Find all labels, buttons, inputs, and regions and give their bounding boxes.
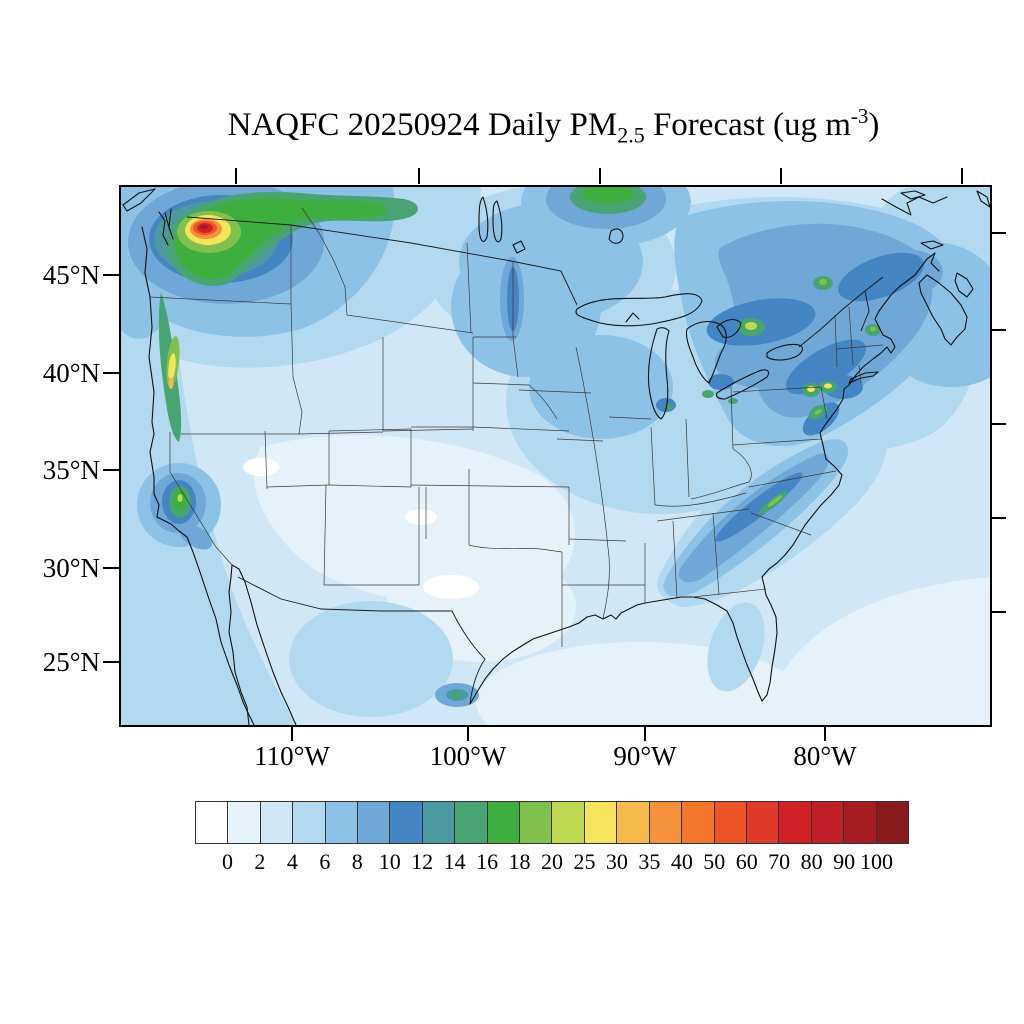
top-tick-1 [235, 168, 237, 184]
colorbar-cell [228, 802, 261, 843]
colorbar-cell [455, 802, 488, 843]
right-tick-1 [990, 232, 1006, 234]
colorbar-tick-label: 14 [443, 849, 466, 874]
colorbar-cell [682, 802, 715, 843]
plot-title: NAQFC 20250924 Daily PM2.5 Forecast (ug … [119, 104, 988, 149]
colorbar-cell [779, 802, 812, 843]
state-borders [149, 207, 884, 647]
lat-tick-35n [103, 469, 119, 471]
colorbar-tick-label: 10 [378, 849, 401, 874]
colorbar-cell [390, 802, 423, 843]
colorbar-cell [520, 802, 553, 843]
lon-tick-100w [467, 725, 469, 741]
right-tick-3 [990, 423, 1006, 425]
colorbar-cell [552, 802, 585, 843]
lon-tick-90w [644, 725, 646, 741]
colorbar-tick-label: 8 [351, 849, 363, 874]
colorbar-tick-label: 25 [573, 849, 596, 874]
pnw-smoke-hotspot [154, 191, 418, 286]
lon-tick-80w [824, 725, 826, 741]
colorbar-tick-label: 18 [508, 849, 531, 874]
colorbar-tick-label: 4 [286, 849, 298, 874]
colorbar [195, 801, 909, 844]
colorbar-tick-label: 6 [319, 849, 331, 874]
lat-tick-30n [103, 567, 119, 569]
colorbar-tick-label: 100 [860, 849, 894, 874]
title-middle: Forecast (ug m [644, 107, 851, 143]
map-frame [119, 185, 992, 727]
colorbar-tick-label: 60 [735, 849, 758, 874]
lon-tick-110w [291, 725, 293, 741]
title-subscript: 2.5 [617, 122, 645, 148]
right-tick-5 [990, 611, 1006, 613]
right-tick-2 [990, 329, 1006, 331]
colorbar-tick-label: 0 [221, 849, 233, 874]
colorbar-labels: 0 2 4 6 8 10 12 14 16 18 20 25 30 35 40 50 60 70 80 90 100 [195, 849, 909, 879]
top-tick-5 [961, 168, 963, 184]
lat-label-45n: 45°N [42, 260, 100, 290]
lat-label-40n: 40°N [42, 358, 100, 388]
lat-tick-40n [103, 372, 119, 374]
oregon-coast-plume [158, 292, 182, 442]
colorbar-cell [714, 802, 747, 843]
lat-label-25n: 25°N [42, 647, 100, 677]
lat-tick-45n [103, 274, 119, 276]
pm25-field [121, 187, 990, 725]
coastlines [122, 188, 990, 725]
colorbar-cell [617, 802, 650, 843]
colorbar-cell [325, 802, 359, 843]
lon-label-100w: 100°W [429, 741, 507, 771]
national-borders [186, 216, 884, 705]
top-tick-3 [599, 168, 601, 184]
colorbar-cell [196, 802, 229, 843]
colorbar-tick-label: 90 [833, 849, 856, 874]
lat-label-30n: 30°N [42, 553, 100, 583]
colorbar-tick-label: 35 [638, 849, 661, 874]
california-valley-spot [169, 486, 191, 518]
colorbar-cell [260, 802, 294, 843]
colorbar-cell [746, 802, 780, 843]
colorbar-cell [487, 802, 521, 843]
colorbar-cell [844, 802, 877, 843]
colorbar-cell [649, 802, 683, 843]
pm25-map [121, 187, 990, 725]
lon-label-80w: 80°W [793, 741, 857, 771]
colorbar-cell [584, 802, 618, 843]
colorbar-tick-label: 16 [476, 849, 499, 874]
colorbar-tick-label: 2 [254, 849, 266, 874]
colorbar-tick-label: 40 [670, 849, 693, 874]
colorbar-cell [358, 802, 391, 843]
title-main: NAQFC 20250924 Daily PM [227, 107, 618, 143]
top-tick-2 [418, 168, 420, 184]
colorbar-tick-label: 80 [800, 849, 823, 874]
top-tick-4 [780, 168, 782, 184]
colorbar-tick-label: 50 [703, 849, 726, 874]
right-tick-4 [990, 517, 1006, 519]
colorbar-cell [876, 802, 908, 843]
colorbar-tick-label: 70 [768, 849, 791, 874]
colorbar-cell [422, 802, 456, 843]
lat-label-35n: 35°N [42, 455, 100, 485]
northeast-urban-spots [665, 276, 881, 420]
title-superscript: -3 [850, 104, 869, 128]
colorbar-cell [293, 802, 326, 843]
title-end: ) [868, 107, 880, 143]
lon-label-110w: 110°W [254, 741, 330, 771]
lat-tick-25n [103, 661, 119, 663]
colorbar-tick-label: 20 [541, 849, 563, 874]
colorbar-tick-label: 30 [605, 849, 628, 874]
lon-label-90w: 90°W [613, 741, 677, 771]
colorbar-cell [811, 802, 845, 843]
colorbar-tick-label: 12 [411, 849, 434, 874]
